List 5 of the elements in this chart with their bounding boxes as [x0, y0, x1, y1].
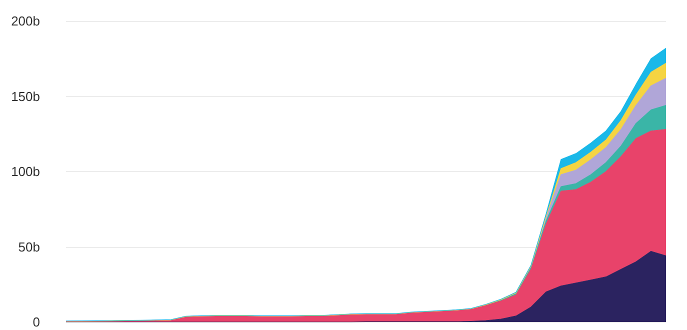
- y-tick-label: 50b: [18, 239, 40, 254]
- y-tick-label: 200b: [11, 14, 40, 28]
- y-tick-label: 100b: [11, 164, 40, 179]
- y-tick-label: 0: [32, 314, 40, 330]
- y-tick-label: 150b: [11, 88, 40, 104]
